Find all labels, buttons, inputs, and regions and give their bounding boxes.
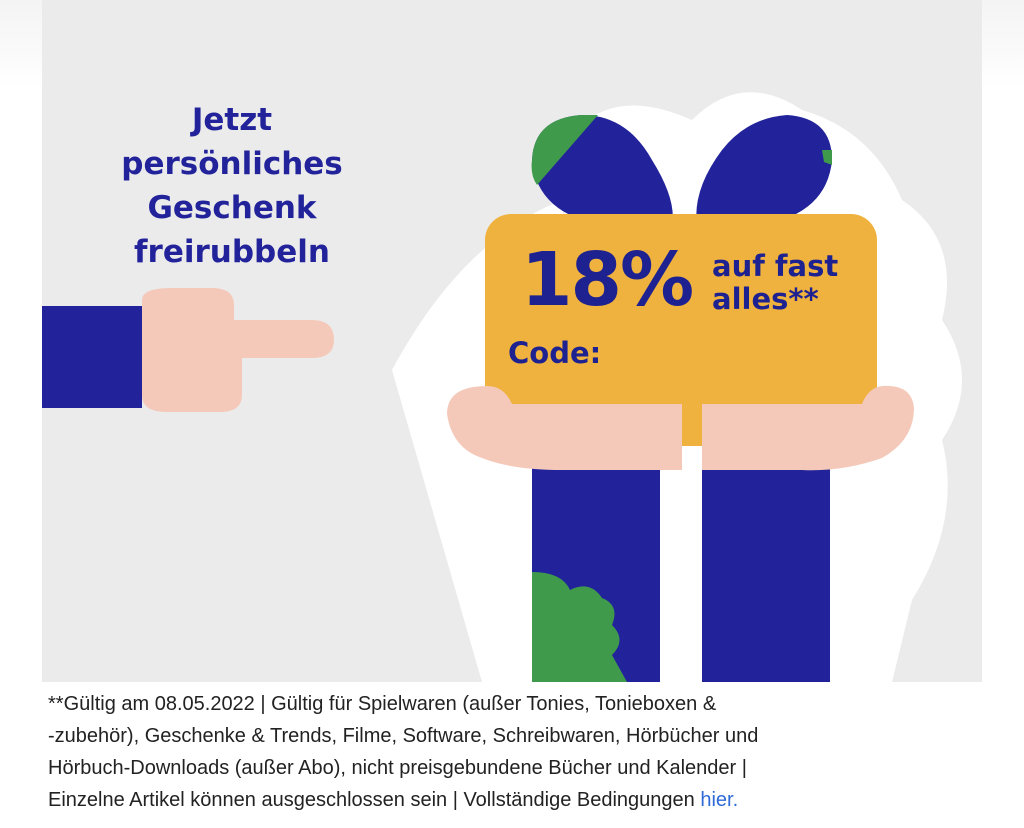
terms-line-text: Einzelne Artikel können ausgeschlossen s…	[48, 789, 695, 811]
discount-text-line: auf fast	[712, 249, 839, 283]
pointing-hand-icon	[42, 288, 334, 412]
gift-box-icon	[532, 440, 830, 682]
discount-card	[485, 214, 877, 446]
terms-line-last: Einzelne Artikel können ausgeschlossen s…	[48, 784, 978, 816]
headline-line: freirubbeln	[134, 234, 330, 270]
headline-line: persönliches	[121, 146, 343, 182]
promo-banner[interactable]: Jetzt persönliches Geschenk freirubbeln …	[42, 0, 982, 682]
banner-illustration	[42, 92, 962, 682]
promo-headline: Jetzt persönliches Geschenk freirubbeln	[82, 98, 382, 274]
holding-hands-icon	[447, 385, 914, 471]
code-label: Code:	[508, 336, 602, 370]
discount-value: 18%	[521, 237, 694, 323]
conditions-link[interactable]: hier.	[700, 789, 739, 811]
headline-line: Jetzt	[191, 102, 273, 138]
gift-bow-icon	[531, 115, 832, 226]
terms-line: Hörbuch-Downloads (außer Abo), nicht pre…	[48, 757, 747, 779]
headline-line: Geschenk	[147, 190, 317, 226]
discount-text-line: alles**	[712, 282, 819, 316]
terms-line: **Gültig am 08.05.2022 | Gültig für Spie…	[48, 693, 717, 715]
discount-description: auf fast alles**	[712, 250, 862, 316]
terms-footnote: **Gültig am 08.05.2022 | Gültig für Spie…	[48, 688, 978, 816]
terms-line: -zubehör), Geschenke & Trends, Filme, So…	[48, 725, 759, 747]
